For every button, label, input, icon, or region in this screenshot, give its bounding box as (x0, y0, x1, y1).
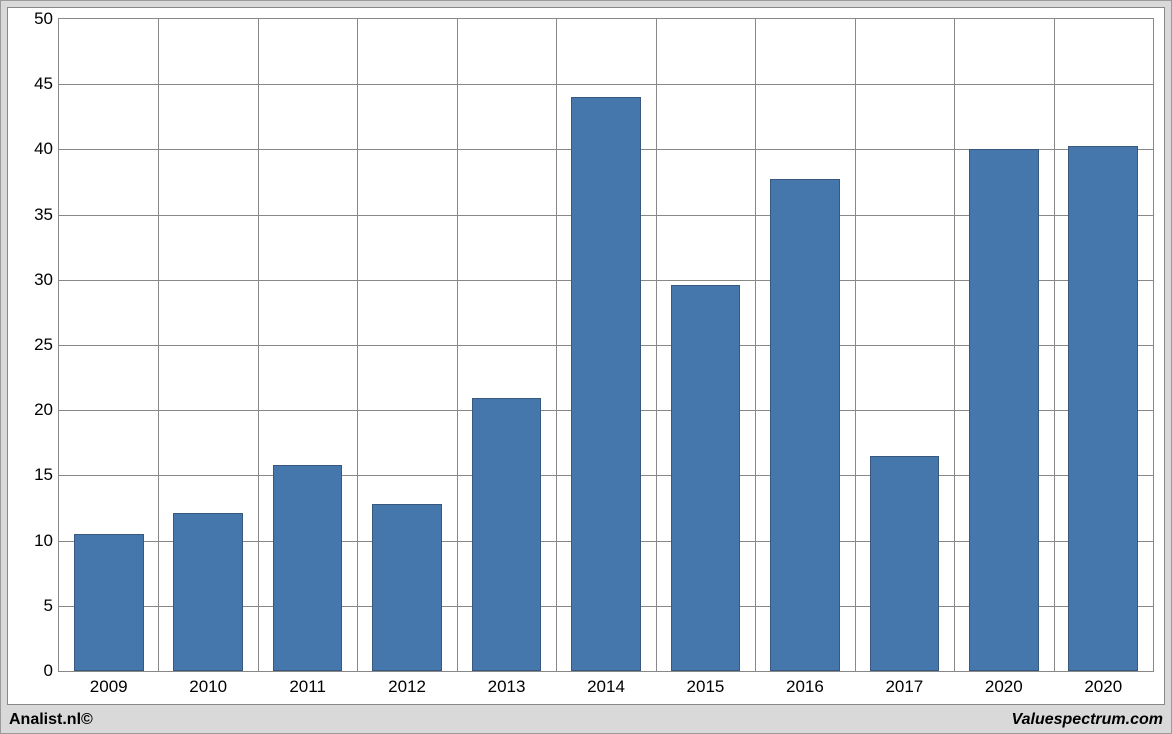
gridline-x (656, 19, 657, 671)
x-axis-label: 2014 (587, 677, 625, 697)
y-axis-label: 25 (34, 335, 53, 355)
chart-inner-panel: 0 5 10 15 20 25 30 35 40 45 50 2009 2010 2011 2012 2013… (7, 7, 1165, 705)
gridline-x (855, 19, 856, 671)
bar (1068, 146, 1138, 672)
y-axis-label: 40 (34, 139, 53, 159)
y-axis-label: 30 (34, 270, 53, 290)
y-axis-label: 20 (34, 400, 53, 420)
gridline-x (755, 19, 756, 671)
gridline-x (1054, 19, 1055, 671)
chart-outer-panel: 0 5 10 15 20 25 30 35 40 45 50 2009 2010 2011 2012 2013… (0, 0, 1172, 734)
gridline-y (59, 84, 1153, 85)
gridline-x (258, 19, 259, 671)
gridline-x (357, 19, 358, 671)
x-axis-label: 2015 (687, 677, 725, 697)
bar (571, 97, 641, 671)
bar (273, 465, 343, 671)
x-axis-label: 2013 (488, 677, 526, 697)
x-axis-label: 2017 (885, 677, 923, 697)
gridline-x (158, 19, 159, 671)
bar (770, 179, 840, 671)
footer-right-text: Valuespectrum.com (1012, 711, 1163, 729)
bar (969, 149, 1039, 671)
footer-left-text: Analist.nl© (9, 711, 93, 729)
bar (372, 504, 442, 671)
y-axis-label: 35 (34, 205, 53, 225)
x-axis-label: 2012 (388, 677, 426, 697)
y-axis-label: 15 (34, 465, 53, 485)
y-axis-label: 10 (34, 531, 53, 551)
x-axis-label: 2020 (1084, 677, 1122, 697)
gridline-x (954, 19, 955, 671)
gridline-x (457, 19, 458, 671)
x-axis-label: 2020 (985, 677, 1023, 697)
bar (74, 534, 144, 671)
y-axis-label: 5 (44, 596, 53, 616)
bar (671, 285, 741, 671)
y-axis-label: 0 (44, 661, 53, 681)
bar (870, 456, 940, 671)
x-axis-label: 2011 (289, 677, 326, 697)
plot-area: 0510152025303540455020092010201120122013… (58, 18, 1154, 672)
y-axis-label: 45 (34, 74, 53, 94)
x-axis-label: 2009 (90, 677, 128, 697)
y-axis-label: 50 (34, 9, 53, 29)
bar (173, 513, 243, 671)
bar (472, 398, 542, 671)
x-axis-label: 2010 (189, 677, 227, 697)
x-axis-label: 2016 (786, 677, 824, 697)
gridline-x (556, 19, 557, 671)
